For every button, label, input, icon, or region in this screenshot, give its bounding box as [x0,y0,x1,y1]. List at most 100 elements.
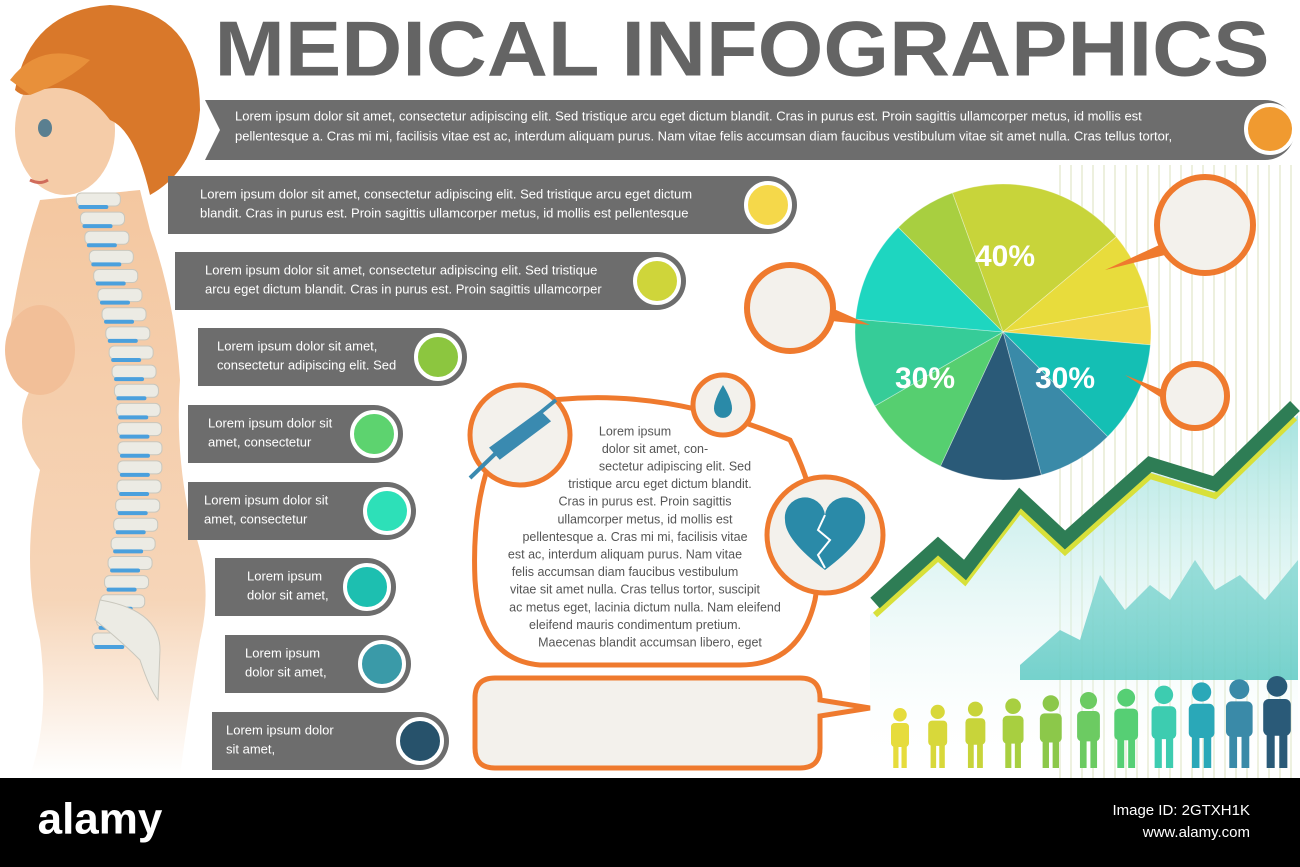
banner-line: Lorem ipsum dolor sit amet, consectetur … [235,108,1142,123]
heart [784,497,866,570]
callout-circle [1154,174,1256,276]
person-head [1154,685,1174,705]
sacrum [94,599,161,702]
vertebra [115,402,161,417]
item-line: Lorem ipsum dolor sit amet, consectetur … [200,186,692,201]
pie-slice [1002,305,1152,346]
paragraph-line: sectetur adipiscing elit. Sed [599,459,751,473]
disc [86,243,117,248]
paragraph-line: ac metus eget, lacinia dictum nulla. Nam… [509,600,781,614]
disc [119,491,150,496]
disc [111,358,142,363]
empty-callout [472,675,871,771]
item-line: blandit. Cras in purus est. Proin sagitt… [200,205,688,220]
pie-slice [939,330,1042,481]
person-body [928,720,948,746]
item-list: Lorem ipsum dolor sit amet, consectetur … [168,176,797,770]
item-line: dolor sit amet, [245,664,327,679]
pie-slice [855,226,1005,333]
paragraph-line: Lorem ipsum [599,424,671,438]
paragraph-line: vitae sit amet nulla. Cras tellus tortor… [510,583,761,597]
item-dot [744,181,792,229]
callout-pointer [1125,375,1168,400]
pie-slice [1001,236,1150,333]
person-head [967,701,983,717]
banner-text: Lorem ipsum dolor sit amet, consectetur … [235,108,1172,143]
person-leg [1052,738,1059,768]
vertebra [116,479,162,494]
person-leg [1014,740,1021,768]
person-head [1117,688,1136,707]
woman-figure [5,5,206,775]
person-body [1263,699,1291,736]
person-leg [1279,731,1288,768]
item-line: Lorem ipsum dolor [226,722,334,737]
footer-logo: alamy [38,795,163,844]
banner-dot [1244,103,1296,155]
paragraph-line: pellentesque a. Cras mi mi, facilisis vi… [522,530,747,544]
person-leg [939,742,945,768]
person-head [1042,695,1059,712]
item-bar [188,482,416,540]
vertebra [113,517,159,532]
paragraph-line: dolor sit amet, con- [602,442,708,456]
item-dot [350,410,398,458]
disc [110,568,141,573]
paragraph-line: ullamcorper metus, id mollis est [557,512,733,526]
person-head [1266,676,1288,697]
vertebra [108,345,154,360]
pie-slice [1001,331,1151,438]
vertebra [117,460,163,475]
paragraph-line: est ac, interdum aliquam purus. Nam vita… [508,547,742,561]
paragraph-line: Maecenas blandit accumsan libero, eget [538,635,762,649]
person-leg [1128,736,1136,768]
item-bar [198,328,467,386]
vertebra [104,575,150,590]
person-leg [1005,740,1012,768]
title: MEDICAL INFOGRAPHICS [215,5,1270,93]
pie-labels: 40% 30% 30% [895,240,1095,395]
disc [104,319,135,324]
pie-slice [1002,330,1109,476]
item-line: arcu eget dictum blandit. Cras in purus … [205,281,602,296]
vertebra [111,364,157,379]
disc [113,549,144,554]
footer-url: www.alamy.com [1142,824,1250,841]
person-head [1005,698,1021,715]
item-line: amet, consectetur [208,434,312,449]
item-line: amet, consectetur [204,511,308,526]
item-bar [188,405,403,463]
vertebra [101,307,147,322]
item-dot [358,640,406,688]
trend-line [870,400,1300,609]
vertebra [97,288,143,303]
person-body [891,723,909,747]
person-leg [977,741,983,768]
vertebra [88,249,134,264]
disc [119,434,150,439]
person-body [1002,715,1024,744]
disc [115,530,146,535]
paragraph-line: eleifend mauris condimentum pretium. [529,618,741,632]
item-bar [175,252,686,310]
person-body [1188,703,1215,739]
person-leg [1079,737,1087,768]
vertebra [110,536,156,551]
pie-label: 40% [975,240,1035,273]
pie [854,183,1152,481]
item-line: sit amet, [226,741,275,756]
person-leg [1191,733,1200,768]
person-leg [1203,733,1212,768]
person-leg [1154,735,1162,768]
item-dot [633,257,681,305]
person-leg [1165,735,1174,768]
person-head [930,704,945,720]
item-line: Lorem ipsum [245,645,320,660]
person-leg [1090,737,1098,768]
image-id: Image ID: 2GTXH1K [1112,802,1250,819]
vertebra [80,211,126,226]
person-leg [967,741,974,768]
person-head [893,708,907,722]
person-leg [1266,731,1275,768]
